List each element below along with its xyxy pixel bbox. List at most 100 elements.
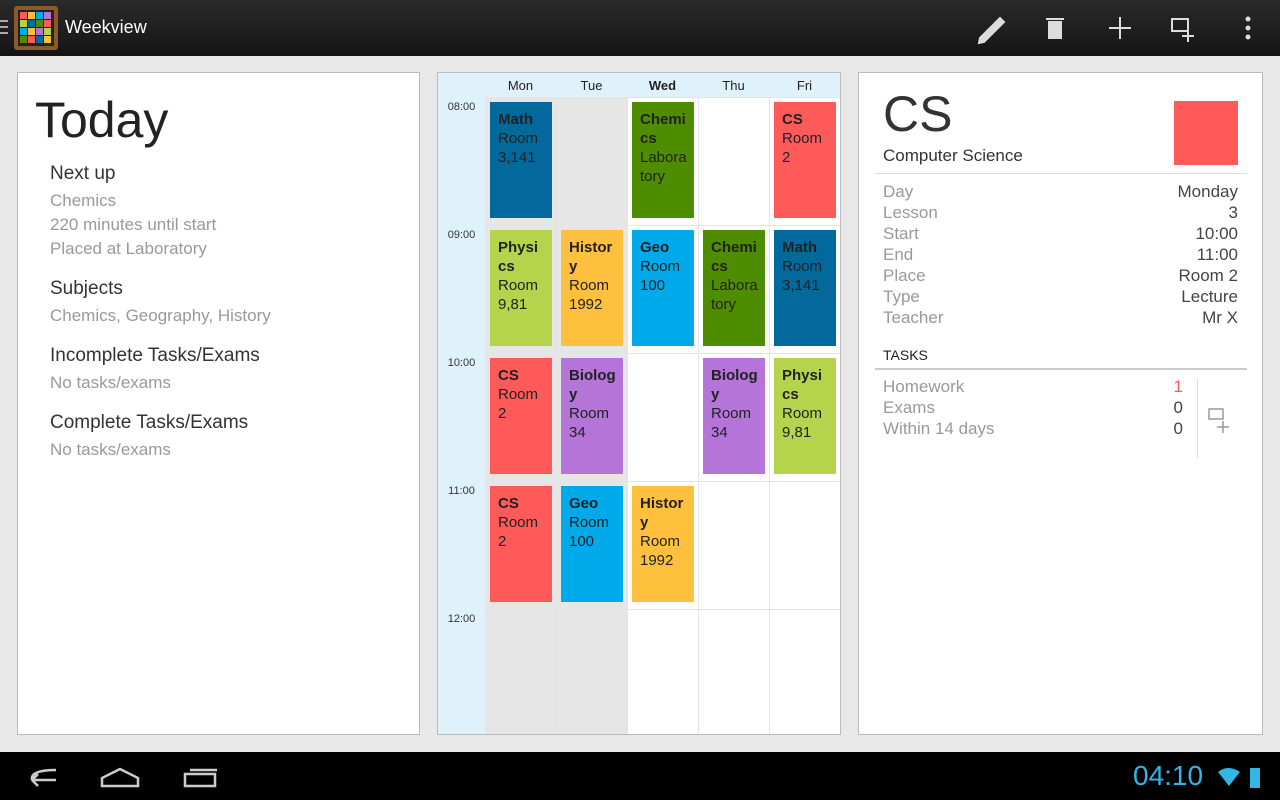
home-button[interactable]	[100, 767, 140, 788]
edit-button[interactable]	[977, 16, 1006, 45]
lesson[interactable]: History Room 1992	[561, 230, 623, 346]
task-row: Within 14 days 0	[883, 419, 1183, 440]
app-title: Weekview	[65, 17, 147, 37]
overflow-menu[interactable]	[1245, 16, 1251, 40]
lesson-subject: Math	[782, 239, 817, 256]
time-slot	[556, 609, 627, 734]
divider	[875, 173, 1247, 174]
lesson-subject: CS	[498, 495, 519, 512]
section-line: 220 minutes until start	[50, 215, 217, 234]
action-bar: Weekview	[0, 0, 1280, 56]
lesson-subject: Biology	[711, 367, 758, 403]
lesson-subject: Geo	[569, 495, 599, 512]
lesson-room: Room 34	[711, 405, 752, 441]
section: Subjects Chemics, Geography, History	[50, 278, 271, 328]
time-label: 12:00	[447, 613, 476, 625]
lesson-room: Room 2	[782, 130, 823, 166]
time-label: 10:00	[447, 357, 476, 369]
lesson-room: Laboratory	[640, 149, 687, 185]
lesson[interactable]: Geo Room 100	[561, 486, 623, 602]
lesson-room: Room 9,81	[498, 277, 539, 313]
navigation-bar: 04:10	[0, 752, 1280, 800]
add-task-button[interactable]	[1207, 405, 1241, 433]
day-label: Tue	[580, 78, 603, 93]
detail-row: Type Lecture	[883, 287, 1238, 308]
lesson[interactable]: Biology Room 34	[561, 358, 623, 474]
time-label: 09:00	[447, 229, 476, 241]
task-count: 0	[1173, 398, 1183, 417]
lesson[interactable]: CS Room 2	[774, 102, 836, 218]
section: Next up Chemics 220 minutes until start Pla…	[50, 163, 216, 261]
lesson[interactable]: Chemics Laboratory	[632, 102, 694, 218]
lesson-room: Room 3,141	[782, 258, 823, 294]
lesson-room: Room 2	[498, 514, 539, 550]
subject-name: Computer Science	[883, 146, 1023, 165]
section-line: No tasks/exams	[50, 440, 171, 459]
field-value: Room 2	[1178, 266, 1238, 285]
lesson[interactable]: Biology Room 34	[703, 358, 765, 474]
divider	[875, 368, 1247, 370]
lesson[interactable]: Physics Room 9,81	[774, 358, 836, 474]
lesson[interactable]: Math Room 3,141	[774, 230, 836, 346]
day-label: Mon	[507, 78, 534, 93]
day-label: Wed	[648, 78, 677, 93]
task-label: Exams	[883, 398, 935, 417]
time-slot	[698, 609, 769, 734]
time-slot	[698, 481, 769, 609]
lesson[interactable]: Chemics Laboratory	[703, 230, 765, 346]
time-slot	[485, 609, 556, 734]
recents-button[interactable]	[183, 768, 217, 788]
lesson-subject: Physics	[498, 239, 539, 275]
time-slot	[769, 481, 840, 609]
section-line: Chemics, Geography, History	[50, 306, 271, 325]
lesson[interactable]: Math Room 3,141	[490, 102, 552, 218]
detail-row: End 11:00	[883, 245, 1238, 266]
task-label: Homework	[883, 377, 965, 396]
lesson-room: Laboratory	[711, 277, 758, 313]
field-label: Type	[883, 287, 920, 306]
lesson[interactable]: History Room 1992	[632, 486, 694, 602]
section-heading: Subjects	[50, 278, 123, 299]
field-label: Start	[883, 224, 919, 243]
time-column	[438, 97, 485, 734]
lesson-room: Room 2	[498, 386, 539, 422]
day-header	[438, 73, 840, 97]
divider	[1197, 378, 1198, 458]
status-icons	[1218, 768, 1260, 788]
lesson[interactable]: CS Room 2	[490, 358, 552, 474]
today-panel: Today Next up Chemics 220 minutes until st…	[17, 72, 420, 735]
lesson-room: Room 9,81	[782, 405, 823, 441]
lesson[interactable]: CS Room 2	[490, 486, 552, 602]
delete-button[interactable]	[1046, 18, 1064, 39]
add-task-button[interactable]	[1171, 18, 1194, 42]
section: Complete Tasks/Exams No tasks/exams	[50, 412, 248, 462]
section-line: Placed at Laboratory	[50, 239, 207, 258]
task-row: Homework 1	[883, 377, 1183, 398]
detail-panel: CS Computer Science TASKS Day Monday Lesso…	[858, 72, 1263, 735]
week-grid: Mon Tue Wed Thu Fri 08:00 09:00 10:00 11:00 12:00…	[437, 72, 841, 735]
subject-color[interactable]	[1174, 101, 1238, 165]
lesson-subject: Biology	[569, 367, 616, 403]
section-line: Chemics	[50, 191, 117, 210]
field-label: End	[883, 245, 914, 264]
lesson[interactable]: Physics Room 9,81	[490, 230, 552, 346]
lesson-room: Room 100	[640, 258, 681, 294]
app-icon[interactable]	[0, 4, 62, 52]
lesson-subject: Chemics	[711, 239, 757, 275]
day-label: Thu	[722, 78, 745, 93]
clock: 04:10	[1133, 760, 1204, 791]
lesson-subject: Chemics	[640, 111, 686, 147]
actions	[977, 16, 1251, 45]
field-value: 3	[1228, 203, 1238, 222]
lesson-subject: CS	[782, 111, 803, 128]
field-value: 11:00	[1196, 245, 1238, 264]
add-button[interactable]	[1109, 17, 1131, 39]
field-value: Lecture	[1181, 287, 1238, 306]
time-slot	[769, 609, 840, 734]
lesson-subject: Geo	[640, 239, 670, 256]
back-button[interactable]	[30, 768, 57, 787]
lesson[interactable]: Geo Room 100	[632, 230, 694, 346]
section: Incomplete Tasks/Exams No tasks/exams	[50, 345, 260, 395]
lesson-subject: CS	[498, 367, 519, 384]
detail-row: Start 10:00	[883, 224, 1238, 245]
